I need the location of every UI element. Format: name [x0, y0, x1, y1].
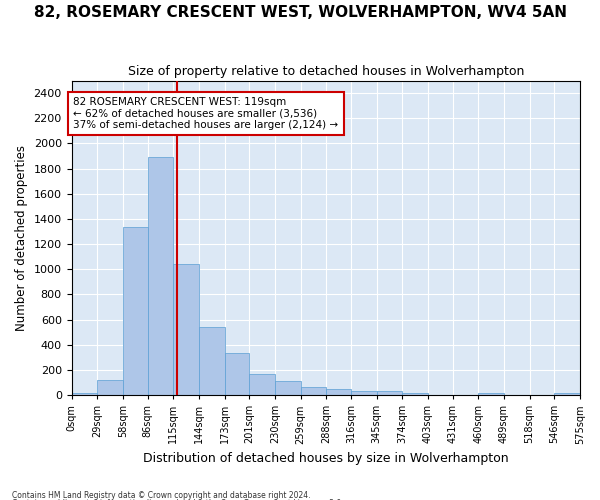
Bar: [275, 382, 301, 395]
Bar: [478, 392, 504, 395]
Text: Contains HM Land Registry data © Crown copyright and database right 2024.: Contains HM Land Registry data © Crown c…: [12, 490, 311, 500]
Bar: [224, 353, 249, 395]
Bar: [97, 380, 123, 395]
Bar: [301, 387, 326, 395]
Bar: [148, 158, 173, 395]
Bar: [71, 394, 97, 395]
X-axis label: Distribution of detached houses by size in Wolverhampton: Distribution of detached houses by size …: [143, 452, 509, 465]
Text: Contains public sector information licensed under the Open Government Licence v3: Contains public sector information licen…: [12, 499, 344, 500]
Text: 82, ROSEMARY CRESCENT WEST, WOLVERHAMPTON, WV4 5AN: 82, ROSEMARY CRESCENT WEST, WOLVERHAMPTO…: [34, 5, 566, 20]
Bar: [402, 392, 428, 395]
Bar: [199, 327, 224, 395]
Bar: [554, 394, 580, 395]
Y-axis label: Number of detached properties: Number of detached properties: [15, 145, 28, 331]
Bar: [173, 264, 199, 395]
Bar: [377, 392, 402, 395]
Bar: [249, 374, 275, 395]
Bar: [123, 226, 148, 395]
Bar: [428, 394, 452, 395]
Bar: [326, 390, 351, 395]
Title: Size of property relative to detached houses in Wolverhampton: Size of property relative to detached ho…: [128, 65, 524, 78]
Text: 82 ROSEMARY CRESCENT WEST: 119sqm
← 62% of detached houses are smaller (3,536)
3: 82 ROSEMARY CRESCENT WEST: 119sqm ← 62% …: [73, 97, 338, 130]
Bar: [351, 390, 377, 395]
